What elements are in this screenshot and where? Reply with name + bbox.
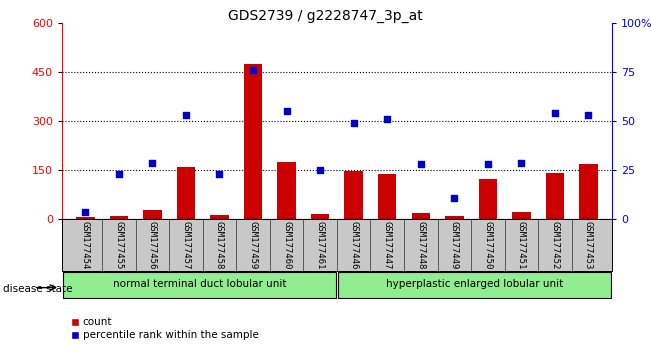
Text: GSM177454: GSM177454 bbox=[81, 221, 90, 269]
Point bbox=[549, 110, 560, 116]
Bar bbox=[445, 216, 464, 219]
Point bbox=[181, 113, 191, 118]
Bar bbox=[277, 162, 296, 219]
Bar bbox=[311, 213, 329, 219]
Text: hyperplastic enlarged lobular unit: hyperplastic enlarged lobular unit bbox=[386, 279, 563, 289]
FancyBboxPatch shape bbox=[62, 272, 337, 298]
Point bbox=[516, 160, 527, 165]
Bar bbox=[76, 217, 94, 219]
Point bbox=[449, 195, 460, 201]
Point bbox=[147, 160, 158, 165]
Bar bbox=[546, 173, 564, 219]
Bar bbox=[512, 212, 531, 219]
Text: GSM177455: GSM177455 bbox=[115, 221, 124, 269]
Bar bbox=[411, 213, 430, 219]
Point bbox=[281, 109, 292, 114]
Bar bbox=[378, 174, 396, 219]
FancyBboxPatch shape bbox=[338, 272, 611, 298]
Text: GSM177446: GSM177446 bbox=[349, 221, 358, 269]
Bar bbox=[143, 210, 161, 219]
Text: GSM177449: GSM177449 bbox=[450, 221, 459, 269]
Text: GSM177460: GSM177460 bbox=[282, 221, 291, 269]
Legend: count, percentile rank within the sample: count, percentile rank within the sample bbox=[67, 313, 263, 345]
Text: GSM177450: GSM177450 bbox=[483, 221, 492, 269]
Bar bbox=[579, 164, 598, 219]
Text: GSM177459: GSM177459 bbox=[249, 221, 258, 269]
Point bbox=[315, 167, 326, 173]
Bar bbox=[109, 216, 128, 219]
Text: GSM177457: GSM177457 bbox=[182, 221, 191, 269]
Point bbox=[583, 113, 594, 118]
Text: GSM177461: GSM177461 bbox=[316, 221, 325, 269]
Bar bbox=[478, 178, 497, 219]
Bar bbox=[176, 167, 195, 219]
Point bbox=[348, 120, 359, 126]
Text: GSM177456: GSM177456 bbox=[148, 221, 157, 269]
Text: disease state: disease state bbox=[3, 284, 73, 293]
Point bbox=[114, 171, 124, 177]
Text: GSM177453: GSM177453 bbox=[584, 221, 593, 269]
Text: GSM177447: GSM177447 bbox=[383, 221, 392, 269]
Text: GSM177458: GSM177458 bbox=[215, 221, 224, 269]
Point bbox=[248, 67, 258, 73]
Point bbox=[482, 162, 493, 167]
Point bbox=[415, 162, 426, 167]
Text: GSM177448: GSM177448 bbox=[416, 221, 425, 269]
Bar bbox=[344, 171, 363, 219]
Point bbox=[382, 116, 393, 122]
Text: GDS2739 / g2228747_3p_at: GDS2739 / g2228747_3p_at bbox=[228, 9, 423, 23]
Point bbox=[80, 209, 90, 215]
Text: GSM177451: GSM177451 bbox=[517, 221, 526, 269]
Point bbox=[214, 171, 225, 177]
Text: GSM177452: GSM177452 bbox=[550, 221, 559, 269]
Bar bbox=[244, 64, 262, 219]
Bar bbox=[210, 215, 229, 219]
Text: normal terminal duct lobular unit: normal terminal duct lobular unit bbox=[113, 279, 286, 289]
